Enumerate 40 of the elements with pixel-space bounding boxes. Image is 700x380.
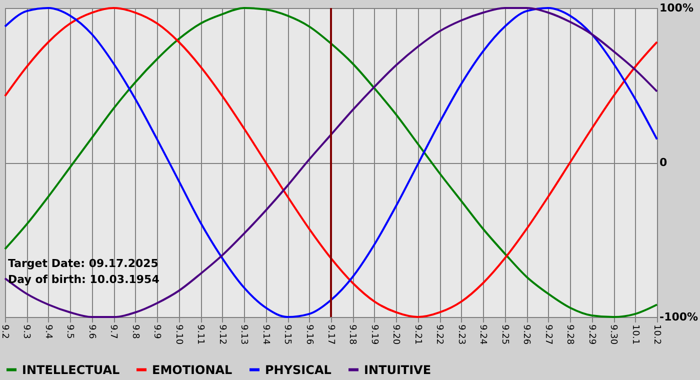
x-tick-label: 9.30 xyxy=(608,324,618,345)
x-tick-label: 9.11 xyxy=(195,324,206,345)
x-tick-label: 9.5 xyxy=(64,324,75,339)
x-tick-label: 9.15 xyxy=(282,324,292,345)
x-tick-label: 10.2 xyxy=(652,324,662,345)
y-tick-label: 100% xyxy=(660,2,694,14)
legend-label: INTELLECTUAL xyxy=(22,362,120,377)
x-tick-label: 9.12 xyxy=(216,324,227,345)
x-tick-label: 9.14 xyxy=(260,324,270,345)
x-tick-label: 9.10 xyxy=(173,324,184,345)
x-tick-label: 9.23 xyxy=(456,324,466,345)
x-tick-label: 9.7 xyxy=(108,324,118,339)
annotation: Day of birth: 10.03.1954 xyxy=(8,273,160,286)
x-tick-label: 9.28 xyxy=(564,324,575,345)
x-tick-label: 9.25 xyxy=(499,324,510,345)
x-tick-label: 9.6 xyxy=(86,324,96,340)
x-tick-label: 9.22 xyxy=(434,324,444,345)
legend-label: INTUITIVE xyxy=(364,362,432,377)
x-tick-label: 9.29 xyxy=(586,324,596,345)
x-tick-label: 9.26 xyxy=(521,324,532,345)
x-tick-label: 9.20 xyxy=(390,324,401,345)
x-tick-label: 10.1 xyxy=(630,324,640,345)
x-tick-label: 9.3 xyxy=(21,324,32,339)
y-tick-label: -100% xyxy=(660,310,698,324)
legend-label: PHYSICAL xyxy=(265,362,332,377)
x-tick-label: 9.4 xyxy=(42,324,53,340)
x-tick-label: 9.8 xyxy=(130,324,140,340)
x-tick-label: 9.18 xyxy=(347,324,358,345)
x-tick-label: 9.27 xyxy=(542,324,553,345)
x-tick-label: 9.2 xyxy=(0,324,10,339)
x-tick-label: 9.21 xyxy=(412,324,422,345)
x-tick-label: 9.16 xyxy=(304,324,314,345)
x-tick-label: 9.17 xyxy=(326,324,336,345)
legend-label: EMOTIONAL xyxy=(152,362,233,377)
x-tick-label: 9.24 xyxy=(478,324,488,345)
x-tick-label: 9.19 xyxy=(368,324,379,345)
x-tick-label: 9.9 xyxy=(152,324,162,340)
annotation: Target Date: 09.17.2025 xyxy=(8,257,158,270)
x-tick-label: 9.13 xyxy=(238,324,249,345)
y-tick-label: 0 xyxy=(660,156,668,169)
